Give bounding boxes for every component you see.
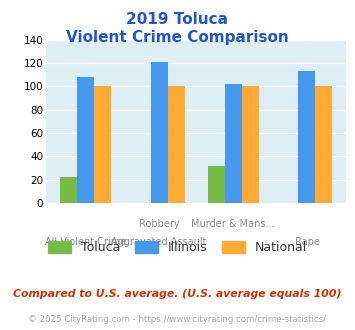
Bar [151,62,168,203]
Text: 2019 Toluca: 2019 Toluca [126,12,229,26]
Legend: Toluca, Illinois, National: Toluca, Illinois, National [43,236,312,259]
Bar [225,84,242,203]
Bar [316,86,333,203]
Text: Rape: Rape [295,237,320,247]
Bar [208,166,225,203]
Text: Aggravated Assault: Aggravated Assault [111,237,207,247]
Bar [94,86,111,203]
Bar [77,77,94,203]
Text: Murder & Mans...: Murder & Mans... [191,219,275,229]
Text: Compared to U.S. average. (U.S. average equals 100): Compared to U.S. average. (U.S. average … [13,289,342,299]
Bar [299,71,316,203]
Text: Violent Crime Comparison: Violent Crime Comparison [66,30,289,45]
Bar [242,86,258,203]
Text: Robbery: Robbery [139,219,180,229]
Bar [168,86,185,203]
Bar [60,177,77,203]
Text: © 2025 CityRating.com - https://www.cityrating.com/crime-statistics/: © 2025 CityRating.com - https://www.city… [28,315,327,324]
Text: All Violent Crime: All Violent Crime [45,237,126,247]
